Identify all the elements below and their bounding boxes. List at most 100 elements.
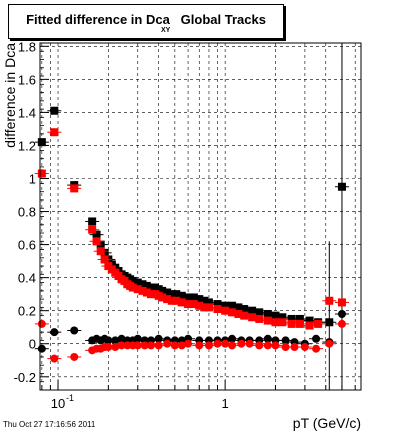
black-square-point (337, 182, 346, 191)
red-square-point (172, 296, 181, 305)
black-square-point (158, 286, 167, 295)
black-square-point (189, 293, 198, 302)
red-square-point (163, 295, 172, 304)
black-square-point (325, 318, 334, 327)
red-circle-point (300, 343, 309, 352)
red-square-point (50, 128, 59, 137)
red-circle-point (70, 352, 79, 361)
red-square-point (142, 288, 151, 297)
red-square-point (305, 321, 314, 330)
red-square-point (96, 247, 105, 256)
red-circle-point (337, 319, 346, 328)
red-square-point (240, 311, 249, 320)
black-circle-point (312, 334, 321, 343)
black-circle-point (70, 326, 79, 335)
black-square-point (271, 311, 280, 320)
chart-title: Fitted difference in Dca Global Tracks (26, 12, 266, 27)
red-square-point (325, 296, 334, 305)
red-square-point (128, 283, 137, 292)
y-tick-label: 1.2 (18, 138, 36, 153)
black-circle-point (337, 309, 346, 318)
black-circle-point (50, 328, 59, 337)
red-square-point (158, 293, 167, 302)
y-tick-label: 0.4 (18, 271, 36, 286)
black-square-point (204, 298, 213, 307)
red-square-point (234, 309, 243, 318)
red-square-point (100, 255, 109, 264)
chart-title-subscript: XY (161, 27, 171, 34)
red-circle-point (221, 339, 230, 348)
black-square-point (177, 291, 186, 300)
y-tick-label: 0.2 (18, 304, 36, 319)
red-circle-point (271, 341, 280, 350)
red-circle-point (163, 339, 172, 348)
y-tick-label: 1 (29, 171, 36, 186)
y-tick-label: 0.6 (18, 238, 36, 253)
red-square-point (213, 305, 222, 314)
red-circle-point (213, 339, 222, 348)
chart-title-box: Fitted difference in Dca Global Tracks X… (8, 4, 284, 39)
black-square-point (228, 301, 237, 310)
black-square-point (278, 313, 287, 322)
red-circle-point (184, 339, 193, 348)
black-square-point (234, 303, 243, 312)
black-square-point (163, 288, 172, 297)
y-axis-label: difference in Dca (2, 43, 18, 148)
black-square-point (200, 296, 209, 305)
red-square-point (195, 301, 204, 310)
black-square-point (287, 314, 296, 323)
red-square-point (337, 298, 346, 307)
x-tick-label: 10 (51, 396, 65, 411)
red-square-point (287, 319, 296, 328)
red-circle-point (312, 344, 321, 353)
red-circle-point (228, 341, 237, 350)
black-square-point (96, 240, 105, 249)
red-square-point (278, 318, 287, 327)
black-square-point (172, 290, 181, 299)
black-square-point (88, 217, 97, 226)
black-square-point (128, 276, 137, 285)
y-tick-label: 1.6 (18, 72, 36, 87)
black-square-point (213, 300, 222, 309)
red-square-point (177, 298, 186, 307)
red-square-point (37, 169, 46, 178)
x-axis-label: pT (GeV/c) (293, 415, 361, 431)
black-square-point (240, 305, 249, 314)
red-circle-point (237, 339, 246, 348)
red-square-point (295, 319, 304, 328)
red-square-point (314, 319, 323, 328)
black-square-point (263, 309, 272, 318)
red-square-point (92, 237, 101, 246)
black-square-point (138, 280, 147, 289)
black-square-point (37, 138, 46, 147)
red-square-point (263, 316, 272, 325)
black-square-point (305, 316, 314, 325)
red-square-point (221, 306, 230, 315)
red-square-point (138, 286, 147, 295)
black-square-point (133, 278, 142, 287)
red-circle-point (195, 341, 204, 350)
y-tick-label: -0.2 (14, 370, 36, 385)
red-circle-point (146, 341, 155, 350)
y-tick-label: 1.4 (18, 105, 36, 120)
red-square-point (189, 300, 198, 309)
red-circle-point (154, 341, 163, 350)
red-circle-point (255, 341, 264, 350)
red-circle-point (37, 319, 46, 328)
red-circle-point (50, 354, 59, 363)
x-tick-label: 1 (222, 396, 229, 411)
y-tick-label: 0 (29, 337, 36, 352)
black-circle-point (228, 334, 237, 343)
plot-frame (39, 42, 362, 391)
black-circle-point (37, 344, 46, 353)
timestamp: Thu Oct 27 17:16:56 2011 (3, 420, 96, 429)
red-square-point (204, 303, 213, 312)
red-circle-point (290, 343, 299, 352)
y-tick-label: 0.8 (18, 205, 36, 220)
black-square-point (142, 281, 151, 290)
red-circle-point (204, 341, 213, 350)
black-square-point (255, 308, 264, 317)
x-tick-label-exponent: -1 (66, 393, 74, 403)
red-circle-point (245, 339, 254, 348)
